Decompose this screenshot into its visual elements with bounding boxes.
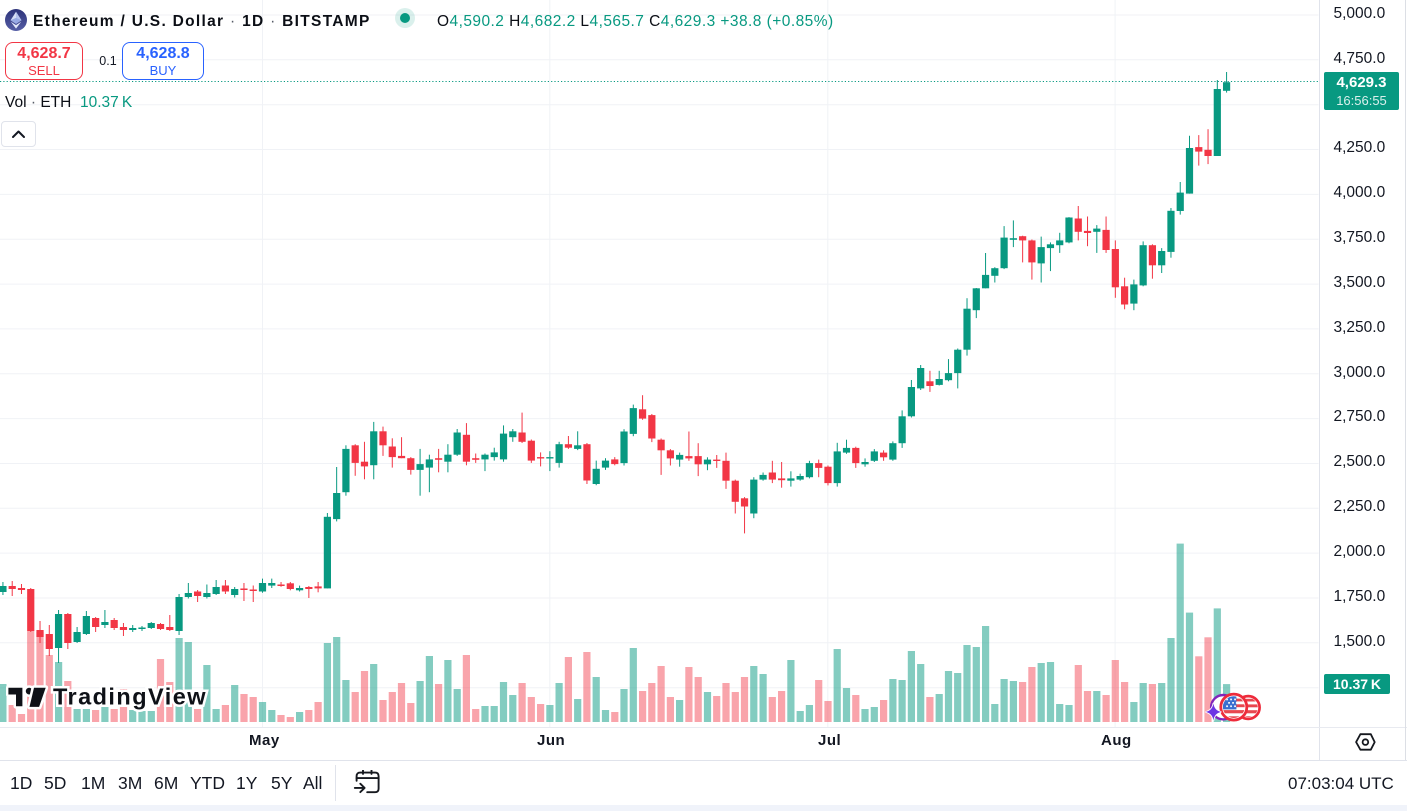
- svg-text:TradingView: TradingView: [53, 684, 207, 710]
